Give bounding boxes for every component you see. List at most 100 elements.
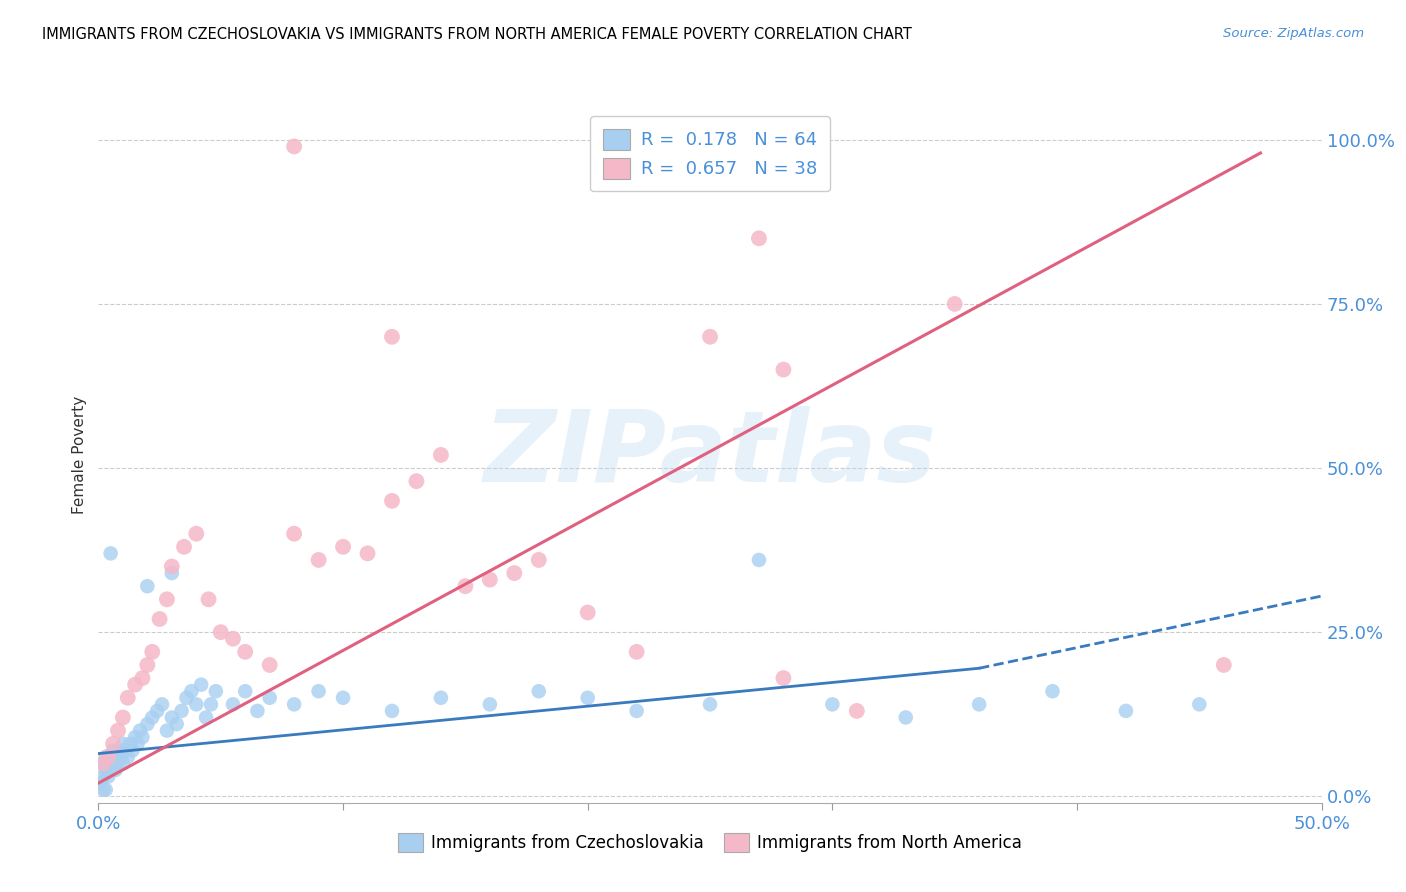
Point bbox=[101, 743, 124, 757]
Point bbox=[200, 698, 222, 712]
Point bbox=[111, 737, 134, 751]
Point bbox=[94, 782, 117, 797]
Point bbox=[180, 684, 202, 698]
Point bbox=[699, 698, 721, 712]
Point bbox=[136, 579, 159, 593]
Point bbox=[166, 717, 188, 731]
Point bbox=[222, 698, 245, 712]
Point bbox=[527, 684, 550, 698]
Point bbox=[259, 690, 281, 705]
Point bbox=[124, 678, 146, 692]
Point bbox=[308, 684, 330, 698]
Point bbox=[156, 723, 179, 738]
Point bbox=[100, 749, 122, 764]
Point bbox=[222, 632, 245, 646]
Point bbox=[100, 546, 122, 560]
Point bbox=[160, 559, 183, 574]
Point bbox=[1212, 657, 1234, 672]
Point bbox=[97, 756, 120, 771]
Point bbox=[209, 625, 232, 640]
Point bbox=[146, 704, 169, 718]
Y-axis label: Female Poverty: Female Poverty bbox=[72, 396, 87, 514]
Point bbox=[131, 671, 153, 685]
Point bbox=[699, 330, 721, 344]
Point bbox=[845, 704, 868, 718]
Point bbox=[110, 749, 132, 764]
Legend: Immigrants from Czechoslovakia, Immigrants from North America: Immigrants from Czechoslovakia, Immigran… bbox=[389, 824, 1031, 861]
Point bbox=[107, 743, 129, 757]
Point bbox=[283, 698, 305, 712]
Point bbox=[150, 698, 173, 712]
Point bbox=[141, 645, 163, 659]
Point bbox=[91, 770, 114, 784]
Point bbox=[503, 566, 526, 580]
Point bbox=[91, 756, 114, 771]
Point bbox=[576, 606, 599, 620]
Point bbox=[117, 690, 139, 705]
Text: IMMIGRANTS FROM CZECHOSLOVAKIA VS IMMIGRANTS FROM NORTH AMERICA FEMALE POVERTY C: IMMIGRANTS FROM CZECHOSLOVAKIA VS IMMIGR… bbox=[42, 27, 912, 42]
Point bbox=[197, 592, 219, 607]
Point bbox=[332, 540, 354, 554]
Point bbox=[176, 690, 198, 705]
Point bbox=[101, 756, 124, 771]
Point bbox=[195, 710, 218, 724]
Point bbox=[527, 553, 550, 567]
Point bbox=[107, 756, 129, 771]
Point bbox=[1188, 698, 1211, 712]
Point bbox=[94, 763, 117, 777]
Point bbox=[283, 139, 305, 153]
Point bbox=[205, 684, 228, 698]
Point bbox=[332, 690, 354, 705]
Point bbox=[91, 782, 114, 797]
Point bbox=[246, 704, 269, 718]
Point bbox=[748, 553, 770, 567]
Point bbox=[104, 763, 127, 777]
Point bbox=[90, 776, 112, 790]
Point bbox=[772, 671, 794, 685]
Point bbox=[160, 566, 183, 580]
Point bbox=[772, 362, 794, 376]
Point bbox=[405, 474, 427, 488]
Point bbox=[94, 749, 117, 764]
Point bbox=[114, 743, 136, 757]
Point bbox=[101, 737, 124, 751]
Point bbox=[626, 704, 648, 718]
Point bbox=[283, 526, 305, 541]
Point bbox=[149, 612, 172, 626]
Text: ZIPatlas: ZIPatlas bbox=[484, 407, 936, 503]
Point bbox=[430, 448, 453, 462]
Point bbox=[160, 710, 183, 724]
Point bbox=[821, 698, 844, 712]
Point bbox=[748, 231, 770, 245]
Point bbox=[129, 723, 152, 738]
Point bbox=[124, 730, 146, 744]
Point bbox=[111, 710, 134, 724]
Point bbox=[576, 690, 599, 705]
Point bbox=[356, 546, 378, 560]
Point bbox=[170, 704, 193, 718]
Point bbox=[430, 690, 453, 705]
Point bbox=[233, 684, 256, 698]
Point bbox=[117, 749, 139, 764]
Point bbox=[478, 698, 501, 712]
Point bbox=[233, 645, 256, 659]
Point bbox=[97, 749, 120, 764]
Point bbox=[186, 698, 208, 712]
Point bbox=[626, 645, 648, 659]
Point bbox=[186, 526, 208, 541]
Point bbox=[91, 756, 114, 771]
Point bbox=[894, 710, 917, 724]
Point bbox=[381, 704, 404, 718]
Point bbox=[454, 579, 477, 593]
Point bbox=[173, 540, 195, 554]
Point bbox=[478, 573, 501, 587]
Point bbox=[381, 330, 404, 344]
Point bbox=[127, 737, 149, 751]
Point bbox=[967, 698, 990, 712]
Point bbox=[111, 756, 134, 771]
Point bbox=[190, 678, 212, 692]
Point bbox=[121, 743, 143, 757]
Point bbox=[136, 657, 159, 672]
Point bbox=[156, 592, 179, 607]
Point bbox=[1115, 704, 1137, 718]
